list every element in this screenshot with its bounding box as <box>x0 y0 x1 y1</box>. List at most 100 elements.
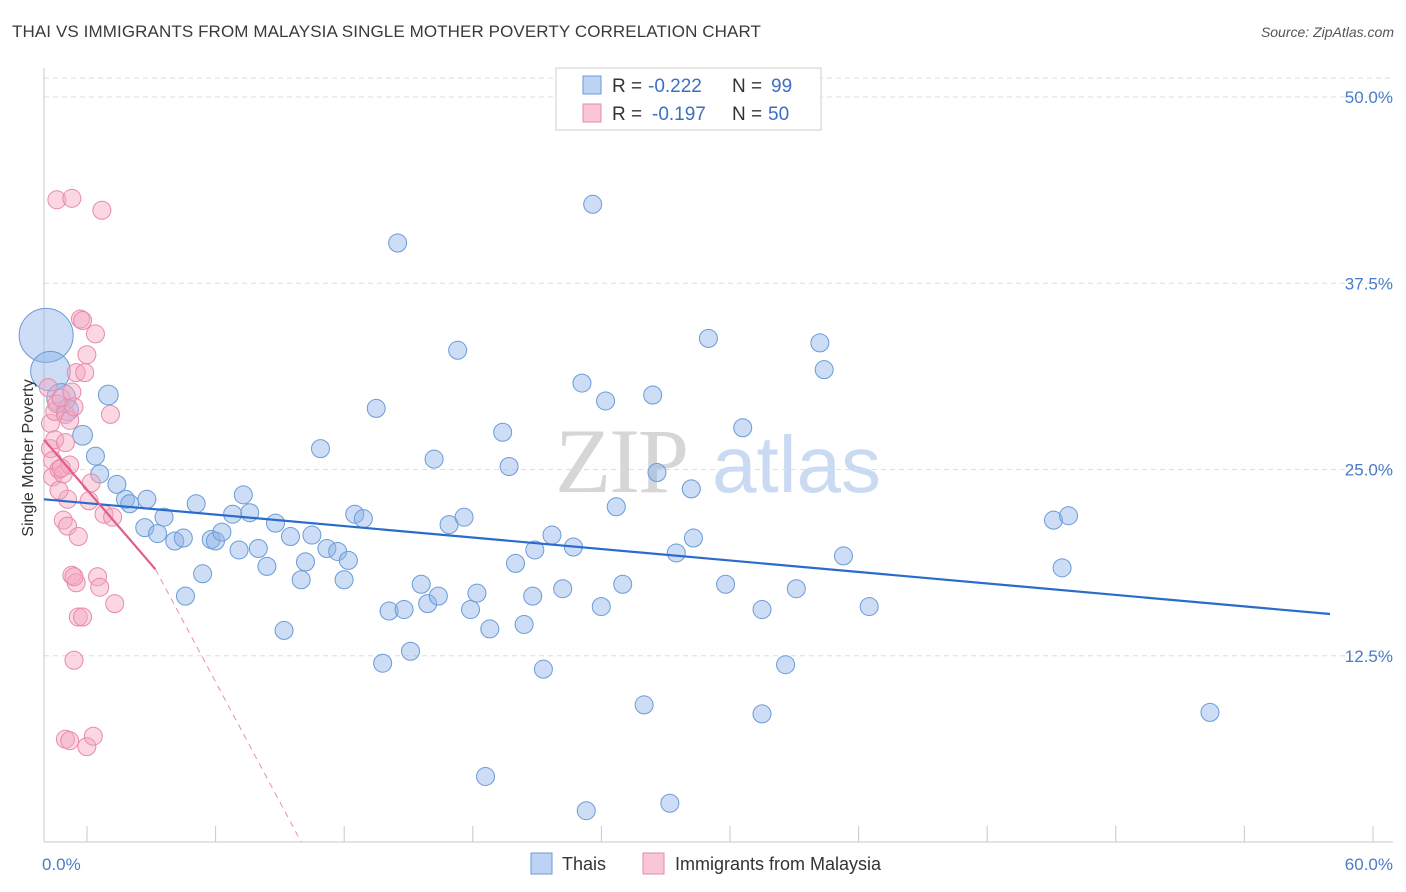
thais-point-75 <box>613 574 633 594</box>
thais-point-72 <box>591 597 611 617</box>
thais-point-97 <box>1200 702 1220 722</box>
thais-point-73 <box>596 391 616 411</box>
thais-point-8 <box>107 474 127 494</box>
thais-point-13 <box>148 524 168 544</box>
thais-point-48 <box>411 574 431 594</box>
thais-point-93 <box>859 597 879 617</box>
thais-point-50 <box>424 449 444 469</box>
thais-point-95 <box>1052 558 1072 578</box>
thais-point-0 <box>18 307 74 363</box>
malaysia-point-31 <box>75 363 95 383</box>
thais-point-70 <box>576 801 596 821</box>
thais-point-58 <box>480 619 500 639</box>
thais-point-25 <box>233 485 253 505</box>
malaysia-point-0 <box>38 378 58 398</box>
thais-point-10 <box>120 494 140 514</box>
thais-point-77 <box>643 385 663 405</box>
trend-lines <box>43 438 1331 843</box>
thais-point-32 <box>291 570 311 590</box>
thais-point-56 <box>467 583 487 603</box>
thais-point-47 <box>401 641 421 661</box>
thais-point-90 <box>810 333 830 353</box>
thais-point-74 <box>606 497 626 517</box>
thais-point-94 <box>1044 510 1064 530</box>
thais-point-28 <box>257 556 277 576</box>
thais-point-57 <box>476 766 496 786</box>
thais-point-12 <box>137 489 157 509</box>
legend-r-label-thais: R = <box>612 76 642 97</box>
malaysia-point-36 <box>83 726 103 746</box>
thais-point-91 <box>814 360 834 380</box>
x-tick-label-0: 0.0% <box>42 855 81 874</box>
malaysia-point-30 <box>73 311 93 330</box>
bottom-legend: Thais Immigrants from Malaysia <box>530 852 882 875</box>
bottom-legend-label-malaysia: Immigrants from Malaysia <box>675 854 882 874</box>
malaysia-trend-line <box>43 438 157 571</box>
thais-point-71 <box>583 194 603 214</box>
thais-point-55 <box>461 600 481 620</box>
thais-point-53 <box>448 340 468 360</box>
malaysia-point-20 <box>62 188 82 208</box>
malaysia-point-14 <box>55 433 75 453</box>
legend-n-label-thais: N = <box>732 76 762 97</box>
thais-point-17 <box>175 586 195 606</box>
thais-point-54 <box>454 507 474 527</box>
thais-point-23 <box>223 504 243 524</box>
malaysia-trend-extension <box>155 569 302 843</box>
thais-point-34 <box>302 525 322 545</box>
thais-point-19 <box>193 564 213 584</box>
malaysia-point-26 <box>68 527 88 547</box>
series-immigrants-from-malaysia <box>38 188 125 757</box>
thais-point-39 <box>338 550 358 570</box>
thais-point-4 <box>72 424 93 446</box>
thais-point-69 <box>572 373 592 393</box>
thais-point-41 <box>353 509 373 529</box>
legend: R = -0.222 N = 99 R = -0.197 N = 50 <box>555 67 822 131</box>
legend-swatch-thais <box>582 75 602 95</box>
thais-point-79 <box>660 793 680 813</box>
tick-labels: 12.5% 25.0% 37.5% 50.0% 0.0% 60.0% <box>42 88 1393 874</box>
bottom-legend-swatch-malaysia <box>642 852 665 875</box>
y-tick-label-3: 50.0% <box>1345 88 1393 107</box>
thais-point-42 <box>366 398 386 418</box>
malaysia-point-40 <box>92 200 112 220</box>
malaysia-point-34 <box>81 473 101 493</box>
thais-point-38 <box>334 570 354 590</box>
thais-point-16 <box>173 528 193 548</box>
svg-text:ZIP: ZIP <box>555 410 687 512</box>
x-tick-label-1: 60.0% <box>1345 855 1393 874</box>
thais-point-29 <box>265 513 285 533</box>
thais-point-62 <box>514 614 534 634</box>
malaysia-point-22 <box>64 397 84 417</box>
thais-point-60 <box>499 457 519 477</box>
thais-point-11 <box>135 518 155 538</box>
thais-point-49 <box>418 594 438 614</box>
legend-n-value-thais: 99 <box>771 76 792 97</box>
thais-point-67 <box>553 579 573 599</box>
malaysia-point-35 <box>77 737 97 757</box>
thais-point-63 <box>523 586 543 606</box>
thais-point-36 <box>317 538 337 558</box>
malaysia-point-42 <box>100 404 120 424</box>
malaysia-point-39 <box>90 577 110 597</box>
thais-point-31 <box>280 527 300 547</box>
malaysia-point-23 <box>64 650 84 670</box>
thais-point-35 <box>310 439 330 459</box>
series-thais <box>18 194 1220 821</box>
thais-point-33 <box>295 552 315 572</box>
y-tick-label-1: 25.0% <box>1345 461 1393 480</box>
legend-r-label-malaysia: R = <box>612 104 642 125</box>
malaysia-point-44 <box>105 594 125 614</box>
legend-r-value-thais: -0.222 <box>648 76 702 97</box>
malaysia-point-6 <box>45 430 65 450</box>
thais-point-45 <box>388 233 408 253</box>
bottom-legend-swatch-thais <box>530 852 553 875</box>
thais-point-83 <box>698 328 718 348</box>
thais-point-46 <box>394 600 414 620</box>
thais-point-87 <box>752 600 772 620</box>
thais-point-64 <box>525 540 545 560</box>
thais-point-22 <box>212 522 232 542</box>
malaysia-point-29 <box>73 607 93 627</box>
thais-point-86 <box>752 704 772 724</box>
thais-point-44 <box>379 601 399 621</box>
